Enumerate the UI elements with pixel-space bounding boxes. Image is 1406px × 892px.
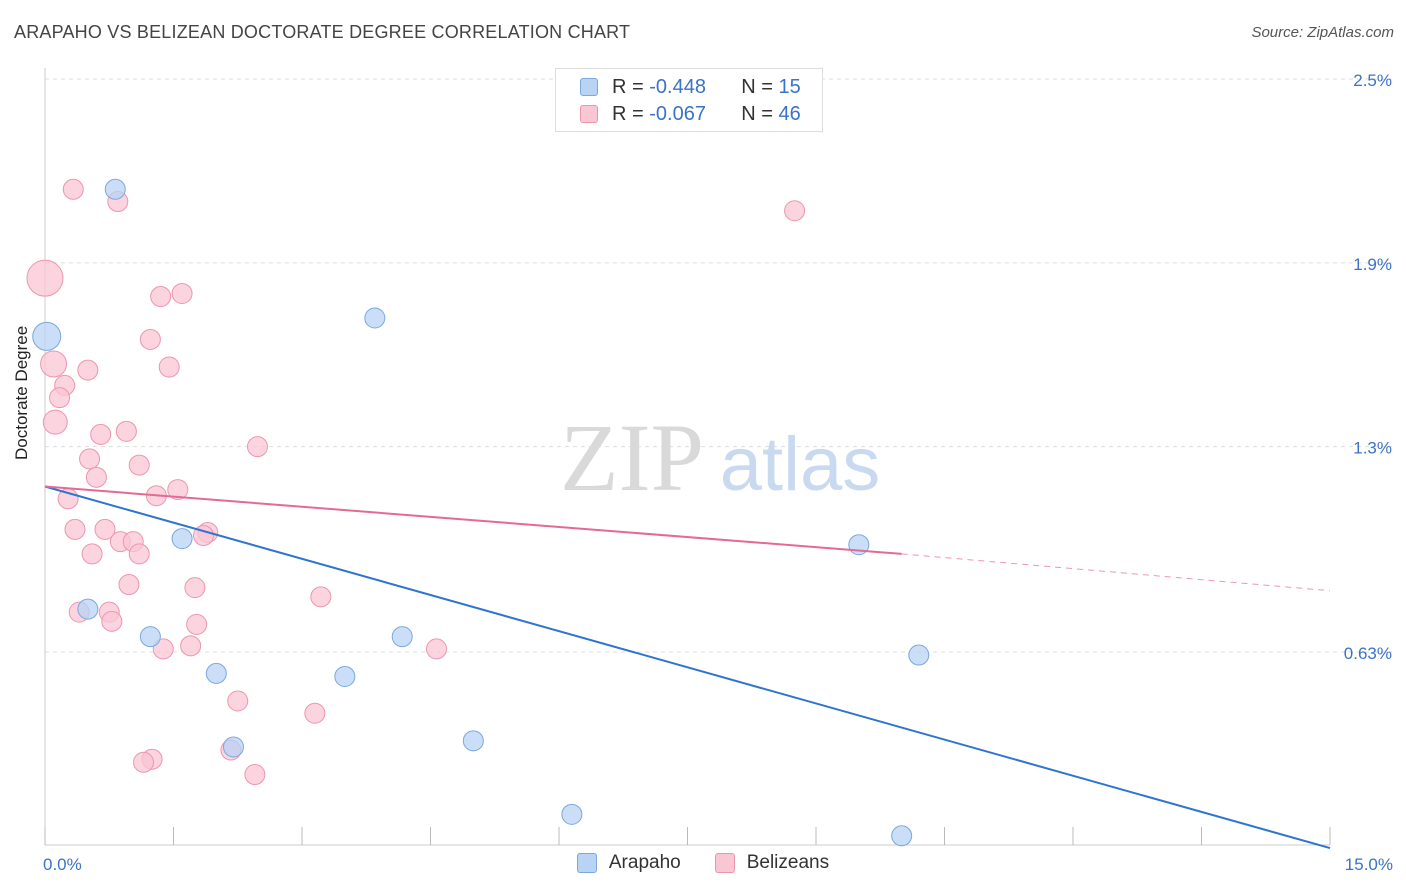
chart-title: ARAPAHO VS BELIZEAN DOCTORATE DEGREE COR… <box>14 22 631 42</box>
r-value: -0.448 <box>649 75 706 98</box>
data-points <box>26 178 930 847</box>
y-tick-label: 1.3% <box>1353 439 1392 458</box>
belizeans-point <box>244 764 266 786</box>
legend-item-belizeans[interactable]: Belizeans <box>714 852 830 874</box>
belizeans-point <box>139 328 161 350</box>
y-tick-label: 1.9% <box>1353 255 1392 274</box>
belizeans-point <box>115 420 137 442</box>
arapaho-point <box>334 665 356 687</box>
belizeans-point <box>167 479 189 501</box>
belizeans-point <box>310 586 332 608</box>
belizeans-point <box>227 690 249 712</box>
belizeans-point <box>118 574 140 596</box>
x-tick-label: 0.0% <box>43 855 82 874</box>
arapaho-point <box>891 825 913 847</box>
belizeans-point <box>158 356 180 378</box>
belizeans-point <box>77 359 99 381</box>
series-legend: Arapaho Belizeans <box>0 852 1406 874</box>
arapaho-swatch <box>580 78 598 96</box>
belizeans-point <box>62 178 84 200</box>
belizeans-point <box>42 409 68 435</box>
belizeans-point <box>180 635 202 657</box>
arapaho-point <box>561 803 583 825</box>
belizeans-trend-line <box>44 485 902 555</box>
n-label: N = <box>741 102 773 125</box>
belizeans-trend-extension <box>901 553 1331 592</box>
n-value: 15 <box>778 75 801 98</box>
gridlines <box>45 78 1392 653</box>
arapaho-swatch <box>576 853 597 873</box>
arapaho-point <box>222 736 244 758</box>
x-tick-label: 15.0% <box>1345 855 1393 874</box>
r-label: R = <box>612 75 644 98</box>
arapaho-point <box>391 626 413 648</box>
r-label: R = <box>612 102 644 125</box>
arapaho-point <box>77 598 99 620</box>
arapaho-point <box>139 626 161 648</box>
belizeans-point <box>79 448 101 470</box>
belizeans-point <box>246 436 268 458</box>
belizeans-point <box>85 466 107 488</box>
arapaho-point <box>205 662 227 684</box>
arapaho-point <box>364 307 386 329</box>
belizeans-swatch <box>580 105 598 123</box>
legend-label: Belizeans <box>746 852 830 873</box>
belizeans-point <box>184 577 206 599</box>
belizeans-point <box>171 282 193 304</box>
axes <box>44 68 1331 846</box>
arapaho-point <box>171 528 193 550</box>
n-value: 46 <box>778 102 801 125</box>
source-credit: Source: ZipAtlas.com <box>1251 24 1394 41</box>
n-label: N = <box>741 75 773 98</box>
watermark-zip: ZIP <box>560 404 704 511</box>
y-tick-label: 0.63% <box>1344 644 1392 663</box>
belizeans-point <box>49 387 71 409</box>
belizeans-point <box>94 518 116 540</box>
belizeans-point <box>101 610 123 632</box>
legend-item-arapaho[interactable]: Arapaho <box>576 852 681 874</box>
belizeans-point <box>304 702 326 724</box>
y-tick-label: 2.5% <box>1353 71 1392 90</box>
belizeans-point <box>128 543 150 565</box>
arapaho-point <box>908 644 930 666</box>
watermark-atlas: atlas <box>720 422 881 507</box>
belizeans-point <box>128 454 150 476</box>
arapaho-point <box>462 730 484 752</box>
belizeans-point <box>150 286 172 308</box>
legend-row-belizeans: R = -0.067 N = 46 <box>580 102 801 126</box>
watermark: ZIP atlas <box>560 404 880 511</box>
arapaho-trend-line <box>44 485 1331 850</box>
arapaho-point <box>32 321 62 351</box>
y-axis-label: Doctorate Degree <box>12 325 31 460</box>
belizeans-point <box>81 543 103 565</box>
belizeans-point <box>186 613 208 635</box>
belizeans-point <box>152 638 174 660</box>
belizeans-point <box>425 638 447 660</box>
belizeans-point <box>133 751 155 773</box>
correlation-legend: R = -0.448 N = 15 R = -0.067 N = 46 <box>555 68 823 132</box>
belizeans-point <box>40 350 68 378</box>
r-value: -0.067 <box>649 102 706 125</box>
tick-labels: 2.5% 1.9% 1.3% 0.63% 0.0% 15.0% <box>43 71 1393 874</box>
belizeans-point <box>26 259 64 297</box>
belizeans-swatch <box>714 853 735 873</box>
belizeans-point <box>64 518 86 540</box>
legend-label: Arapaho <box>608 852 681 873</box>
legend-row-arapaho: R = -0.448 N = 15 <box>580 75 801 99</box>
belizeans-point <box>784 200 806 222</box>
trend-lines <box>44 485 1331 850</box>
belizeans-point <box>90 423 112 445</box>
arapaho-point <box>104 178 126 200</box>
